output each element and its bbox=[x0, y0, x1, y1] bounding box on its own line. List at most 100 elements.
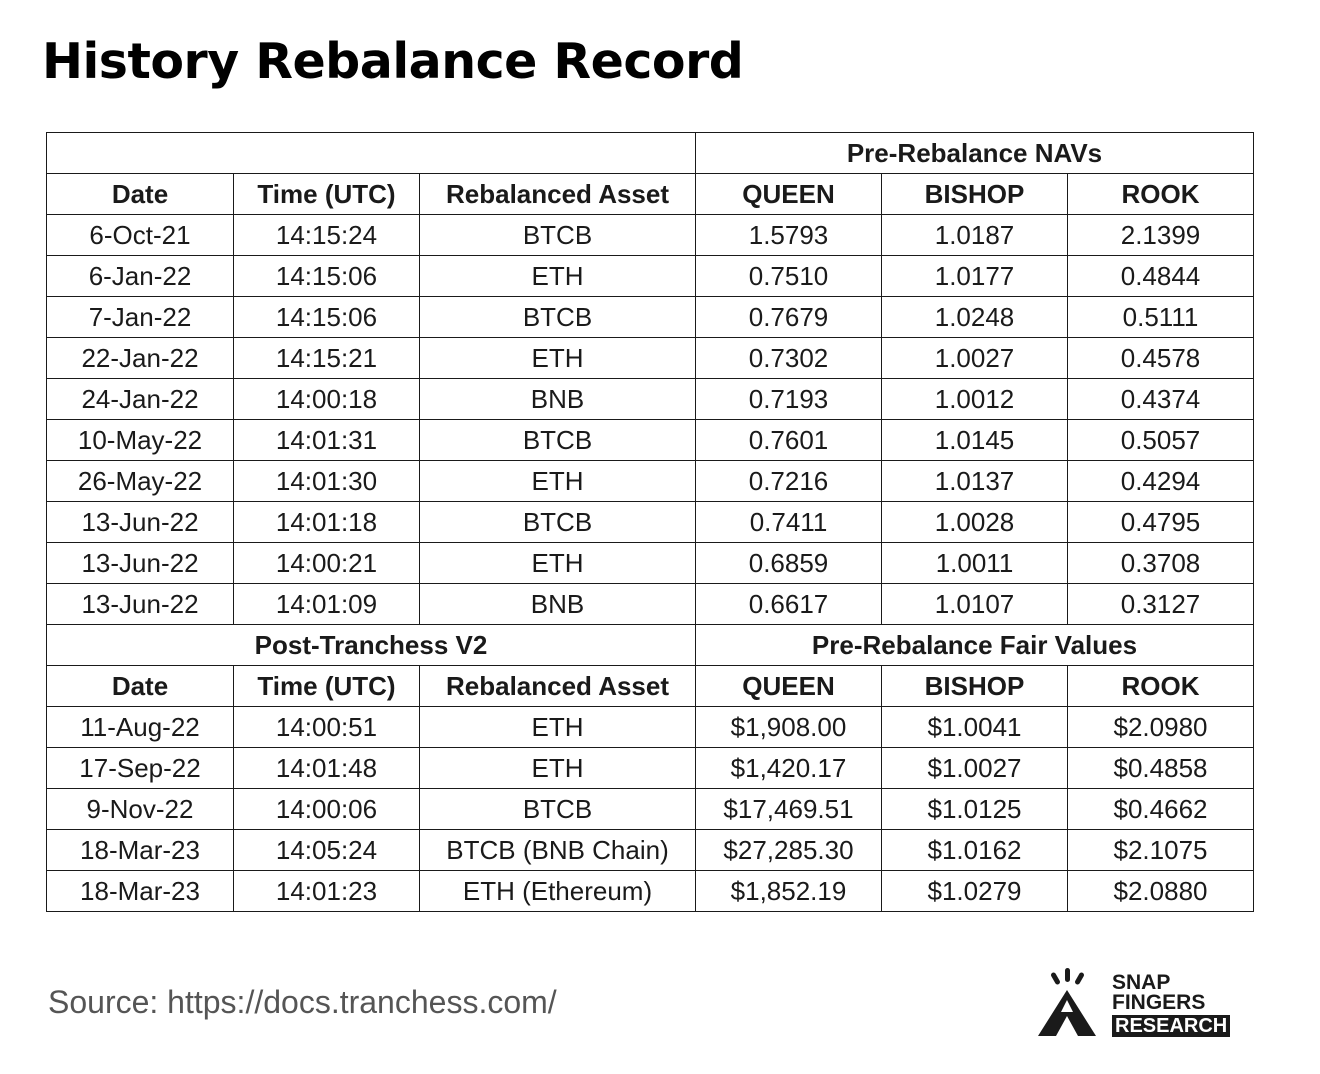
table-cell: 0.5057 bbox=[1067, 419, 1254, 461]
pre-rebalance-navs-header: Pre-Rebalance NAVs bbox=[695, 132, 1254, 174]
table-cell: 1.0177 bbox=[881, 255, 1068, 297]
table-cell: ETH bbox=[419, 706, 696, 748]
nav-table-row: 6-Jan-22 14:15:06 ETH 0.7510 1.0177 0.4844 bbox=[46, 255, 1254, 297]
table-cell: 7-Jan-22 bbox=[46, 296, 234, 338]
table-cell: 14:00:06 bbox=[233, 788, 420, 830]
column-header: Rebalanced Asset bbox=[419, 173, 696, 215]
fair-value-table-row: 17-Sep-22 14:01:48 ETH $1,420.17 $1.0027 $0.4… bbox=[46, 747, 1254, 789]
table-cell: $0.4662 bbox=[1067, 788, 1254, 830]
section2-group-row: Post-Tranchess V2 Pre-Rebalance Fair Val… bbox=[46, 624, 1254, 666]
table-cell: 6-Jan-22 bbox=[46, 255, 234, 297]
table-cell: $1,908.00 bbox=[695, 706, 882, 748]
nav-table-row: 26-May-22 14:01:30 ETH 0.7216 1.0137 0.4294 bbox=[46, 460, 1254, 502]
table-cell: 14:01:48 bbox=[233, 747, 420, 789]
table-cell: 6-Oct-21 bbox=[46, 214, 234, 256]
table-cell: 14:01:09 bbox=[233, 583, 420, 625]
table-cell: 14:15:06 bbox=[233, 296, 420, 338]
fair-value-table-row: 11-Aug-22 14:00:51 ETH $1,908.00 $1.0041 $2.0… bbox=[46, 706, 1254, 748]
table-cell: 0.3127 bbox=[1067, 583, 1254, 625]
column-header: QUEEN bbox=[695, 173, 882, 215]
table-cell: 24-Jan-22 bbox=[46, 378, 234, 420]
column-header: BISHOP bbox=[881, 665, 1068, 707]
table-cell: $1.0125 bbox=[881, 788, 1068, 830]
fair-value-table-row: 18-Mar-23 14:05:24 BTCB (BNB Chain) $27,285… bbox=[46, 829, 1254, 871]
table-cell: 1.0248 bbox=[881, 296, 1068, 338]
rebalance-table: Pre-Rebalance NAVs Date Time (UTC) Rebal… bbox=[46, 132, 1254, 912]
table-cell: 0.6859 bbox=[695, 542, 882, 584]
table-cell: $1.0041 bbox=[881, 706, 1068, 748]
table-cell: 0.7193 bbox=[695, 378, 882, 420]
column-header: Time (UTC) bbox=[233, 173, 420, 215]
nav-table-row: 7-Jan-22 14:15:06 BTCB 0.7679 1.0248 0.5111 bbox=[46, 296, 1254, 338]
column-header: ROOK bbox=[1067, 665, 1254, 707]
table-cell: $17,469.51 bbox=[695, 788, 882, 830]
table-cell: $1.0279 bbox=[881, 870, 1068, 912]
table-cell: BNB bbox=[419, 583, 696, 625]
table-cell: 0.6617 bbox=[695, 583, 882, 625]
table-cell: $1.0162 bbox=[881, 829, 1068, 871]
table-cell: ETH bbox=[419, 337, 696, 379]
table-cell: BTCB (BNB Chain) bbox=[419, 829, 696, 871]
table-cell: 14:00:51 bbox=[233, 706, 420, 748]
table-cell: $27,285.30 bbox=[695, 829, 882, 871]
table-cell: 14:01:23 bbox=[233, 870, 420, 912]
table-cell: 10-May-22 bbox=[46, 419, 234, 461]
table-cell: 14:00:18 bbox=[233, 378, 420, 420]
table-cell: 14:01:30 bbox=[233, 460, 420, 502]
table-cell: $2.0880 bbox=[1067, 870, 1254, 912]
column-header: QUEEN bbox=[695, 665, 882, 707]
pre-rebalance-fair-values-header: Pre-Rebalance Fair Values bbox=[695, 624, 1254, 666]
table-cell: 1.0012 bbox=[881, 378, 1068, 420]
nav-table-row: 22-Jan-22 14:15:21 ETH 0.7302 1.0027 0.4578 bbox=[46, 337, 1254, 379]
table-cell: 9-Nov-22 bbox=[46, 788, 234, 830]
logo-text-fingers: FINGERS bbox=[1112, 991, 1206, 1014]
table-cell: ETH bbox=[419, 747, 696, 789]
table-cell: 1.0137 bbox=[881, 460, 1068, 502]
fair-value-table-row: 9-Nov-22 14:00:06 BTCB $17,469.51 $1.0125 $0.… bbox=[46, 788, 1254, 830]
table-cell: $0.4858 bbox=[1067, 747, 1254, 789]
table-cell: 1.0145 bbox=[881, 419, 1068, 461]
column-header: Time (UTC) bbox=[233, 665, 420, 707]
table-cell: ETH (Ethereum) bbox=[419, 870, 696, 912]
post-tranchess-v2-header: Post-Tranchess V2 bbox=[46, 624, 696, 666]
table-cell: 13-Jun-22 bbox=[46, 501, 234, 543]
table-cell: 17-Sep-22 bbox=[46, 747, 234, 789]
table-cell: 0.7302 bbox=[695, 337, 882, 379]
table-cell: BNB bbox=[419, 378, 696, 420]
table-cell: 0.7601 bbox=[695, 419, 882, 461]
column-header: Date bbox=[46, 173, 234, 215]
table-cell: 14:15:24 bbox=[233, 214, 420, 256]
section1-blank-header bbox=[46, 132, 696, 174]
table-cell: 0.4374 bbox=[1067, 378, 1254, 420]
table-cell: 0.5111 bbox=[1067, 296, 1254, 338]
table-cell: $2.0980 bbox=[1067, 706, 1254, 748]
column-header: Rebalanced Asset bbox=[419, 665, 696, 707]
logo-text-snap: SNAP bbox=[1112, 971, 1171, 994]
table-cell: $1.0027 bbox=[881, 747, 1068, 789]
table-cell: $1,852.19 bbox=[695, 870, 882, 912]
table-cell: 14:00:21 bbox=[233, 542, 420, 584]
table-cell: $2.1075 bbox=[1067, 829, 1254, 871]
table-cell: 14:01:31 bbox=[233, 419, 420, 461]
nav-table-row: 24-Jan-22 14:00:18 BNB 0.7193 1.0012 0.4374 bbox=[46, 378, 1254, 420]
rebalance-table-container: Pre-Rebalance NAVs Date Time (UTC) Rebal… bbox=[46, 132, 1254, 912]
section2-column-header-row: Date Time (UTC) Rebalanced Asset QUEEN B… bbox=[46, 665, 1254, 707]
table-cell: 0.4578 bbox=[1067, 337, 1254, 379]
column-header: Date bbox=[46, 665, 234, 707]
table-cell: 13-Jun-22 bbox=[46, 583, 234, 625]
column-header: ROOK bbox=[1067, 173, 1254, 215]
table-cell: 1.5793 bbox=[695, 214, 882, 256]
table-cell: BTCB bbox=[419, 296, 696, 338]
section1-group-row: Pre-Rebalance NAVs bbox=[46, 132, 1254, 174]
nav-table-row: 13-Jun-22 14:01:09 BNB 0.6617 1.0107 0.3127 bbox=[46, 583, 1254, 625]
table-cell: BTCB bbox=[419, 501, 696, 543]
page-title: History Rebalance Record bbox=[42, 33, 744, 90]
table-cell: 22-Jan-22 bbox=[46, 337, 234, 379]
table-cell: 0.7216 bbox=[695, 460, 882, 502]
table-cell: BTCB bbox=[419, 788, 696, 830]
table-cell: BTCB bbox=[419, 214, 696, 256]
table-cell: 14:05:24 bbox=[233, 829, 420, 871]
table-cell: 0.7411 bbox=[695, 501, 882, 543]
nav-table-row: 13-Jun-22 14:00:21 ETH 0.6859 1.0011 0.3708 bbox=[46, 542, 1254, 584]
column-header: BISHOP bbox=[881, 173, 1068, 215]
